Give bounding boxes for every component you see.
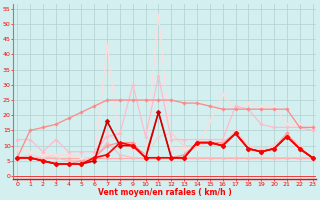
X-axis label: Vent moyen/en rafales ( km/h ): Vent moyen/en rafales ( km/h ) (98, 188, 232, 197)
